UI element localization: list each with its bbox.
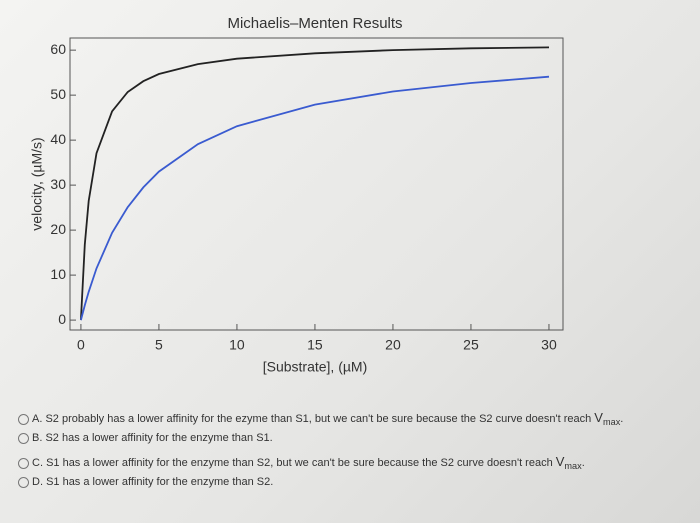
y-axis-label: velocity, (µM/s) (29, 137, 45, 230)
option-letter: D. (32, 476, 43, 488)
option-letter: C. (32, 457, 43, 469)
chart-title: Michaelis–Menten Results (227, 15, 402, 32)
x-tick-label: 20 (385, 337, 401, 353)
plot-frame (69, 37, 564, 331)
series-line (80, 75, 550, 321)
option[interactable]: B. S2 has a lower affinity for the enzym… (18, 432, 273, 444)
radio[interactable] (18, 457, 29, 469)
x-tick-label: 10 (229, 337, 245, 353)
option-letter: A. (32, 413, 43, 425)
series-line (80, 46, 550, 321)
y-tick-label: 60 (50, 41, 66, 57)
option[interactable]: A. S2 probably has a lower affinity for … (18, 410, 623, 427)
radio[interactable] (18, 413, 29, 425)
option-end: . (581, 457, 585, 469)
x-axis-label: [Substrate], (µM) (263, 359, 368, 375)
x-tick-label: 15 (307, 337, 323, 353)
y-tick-label: 10 (50, 266, 66, 282)
option-letter: B. (32, 432, 43, 444)
option-text: S1 has a lower affinity for the enzyme t… (46, 457, 556, 469)
radio[interactable] (18, 476, 29, 488)
x-tick-label: 0 (77, 337, 85, 353)
option[interactable]: D. S1 has a lower affinity for the enzym… (18, 476, 273, 488)
radio[interactable] (18, 432, 29, 444)
y-tick-label: 0 (58, 311, 66, 327)
y-tick-label: 40 (50, 131, 66, 147)
option-symbol: V (555, 454, 565, 469)
y-tick-label: 30 (50, 176, 66, 192)
option-sub: max (564, 461, 582, 472)
x-tick-label: 25 (463, 337, 479, 353)
option-sub: max (602, 417, 621, 428)
option-symbol: V (594, 410, 603, 425)
y-tick-label: 50 (50, 86, 66, 102)
option-text: S1 has a lower affinity for the enzyme t… (46, 476, 274, 488)
option-end: . (620, 413, 624, 425)
option-text: S2 probably has a lower affinity for the… (45, 413, 595, 425)
option[interactable]: C. S1 has a lower affinity for the enzym… (18, 454, 585, 471)
x-tick-label: 30 (541, 337, 557, 353)
y-tick-label: 20 (50, 221, 66, 237)
chart: Michaelis–Menten Results [Substrate], (µ… (29, 15, 564, 375)
x-tick-label: 5 (155, 337, 163, 353)
option-text: S2 has a lower affinity for the enzyme t… (45, 432, 273, 444)
